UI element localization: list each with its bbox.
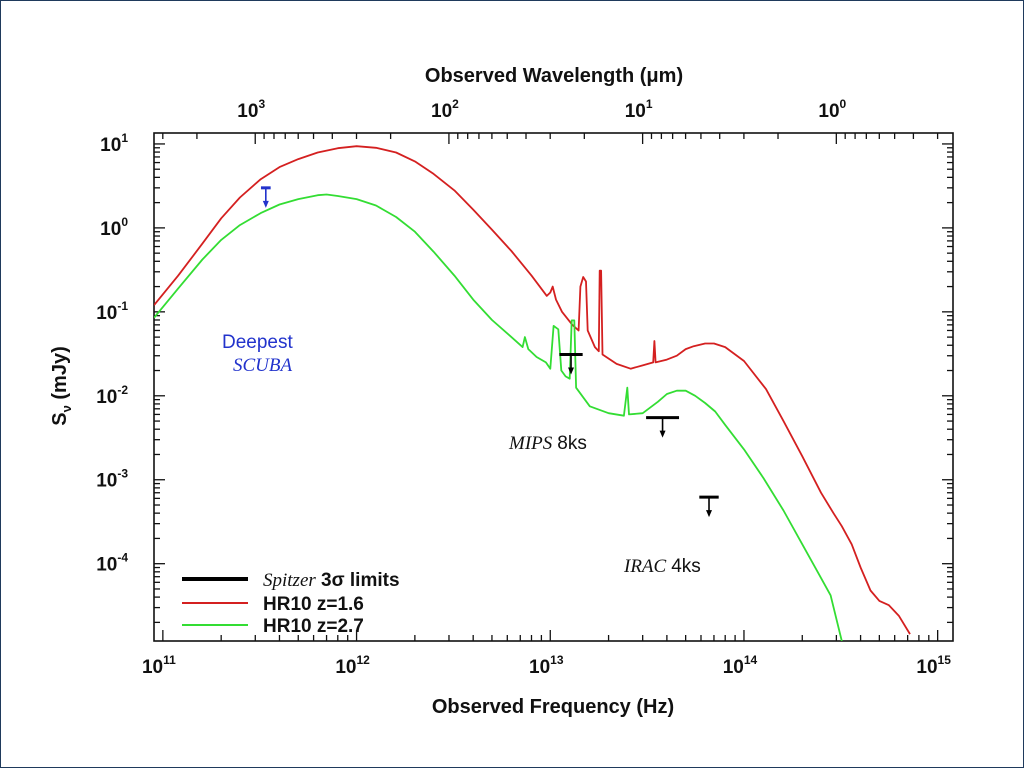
x-axis-title: Observed Frequency (Hz) (432, 696, 674, 718)
y-tick-label: 10-1 (96, 299, 128, 324)
legend-label-limits-italic: Spitzer (263, 570, 316, 591)
upper-limits-layer (260, 186, 719, 518)
y-tick-label-exp: 0 (121, 215, 128, 229)
x-tick-label: 1015 (916, 653, 951, 678)
x-top-tick-label-exp: 2 (452, 97, 459, 111)
y-tick-label-exp: -1 (117, 299, 128, 313)
x-tick-label-exp: 12 (356, 653, 370, 667)
annotation-mips-name: MIPS (508, 433, 553, 454)
series-layer (154, 145, 911, 641)
x-top-tick-label: 101 (625, 97, 653, 122)
y-axis-title-rest: (mJy) (49, 346, 71, 405)
x-tick-label-base: 10 (916, 657, 937, 678)
down-arrow-icon (568, 367, 575, 375)
series-line-hr10-z1-6 (154, 145, 911, 635)
legend: Spitzer 3σ limits HR10 z=1.6 HR10 z=2.7 (182, 570, 400, 637)
x-top-tick-label: 103 (237, 97, 265, 122)
y-tick-label-exp: -2 (117, 383, 128, 397)
x-tick-label-base: 10 (335, 657, 356, 678)
y-axis-title-base: S (49, 412, 71, 425)
upper-limit-marker (260, 186, 271, 208)
upper-limit-marker (699, 495, 719, 518)
x-tick-label-base: 10 (723, 657, 744, 678)
down-arrow-icon (262, 200, 269, 208)
y-axis-title-sub: ν (59, 405, 74, 412)
upper-limit-marker (646, 416, 680, 438)
legend-label-limits-rest: 3σ limits (316, 570, 400, 591)
y-tick-label: 10-2 (96, 383, 128, 408)
x-top-tick-label-base: 10 (818, 101, 839, 122)
y-tick-label-base: 10 (100, 135, 121, 156)
tick-marks (154, 133, 953, 641)
y-tick-label-exp: -3 (117, 467, 128, 481)
plot-area (153, 132, 954, 642)
x-tick-label-exp: 15 (938, 653, 952, 667)
down-arrow-icon (659, 430, 666, 438)
x-tick-label-exp: 14 (744, 653, 758, 667)
x-top-tick-label-base: 10 (431, 101, 452, 122)
x-tick-label: 1013 (529, 653, 564, 678)
x-tick-label-exp: 11 (163, 653, 176, 667)
legend-label-z16: HR10 z=1.6 (263, 594, 364, 615)
annotation-mips-time: 8ks (557, 433, 587, 454)
annotation-deepest: Deepest (222, 332, 293, 353)
legend-label-z27: HR10 z=2.7 (263, 616, 364, 637)
y-tick-label-base: 10 (96, 471, 117, 492)
annotation-irac-time: 4ks (671, 556, 701, 577)
annotation-irac: IRAC 4ks (623, 556, 701, 577)
annotation-scuba: SCUBA (233, 355, 293, 376)
x-top-tick-label-exp: 3 (258, 97, 265, 111)
x-tick-label-base: 10 (529, 657, 550, 678)
annotation-irac-name: IRAC (623, 556, 667, 577)
x-top-tick-label: 100 (818, 97, 846, 122)
x-top-tick-label-exp: 1 (646, 97, 653, 111)
x-top-tick-label-base: 10 (625, 101, 646, 122)
y-tick-label-exp: 1 (121, 131, 128, 145)
down-arrow-icon (706, 510, 713, 518)
y-tick-label: 100 (100, 215, 128, 240)
y-tick-label: 10-4 (96, 551, 128, 576)
y-tick-label: 101 (100, 131, 128, 156)
legend-label-limits: Spitzer 3σ limits (263, 570, 400, 591)
x-tick-label: 1011 (142, 653, 176, 678)
x-top-tick-label-exp: 0 (840, 97, 847, 111)
y-tick-label-base: 10 (96, 387, 117, 408)
series-line-hr10-z2-7 (154, 193, 843, 641)
x-tick-label-base: 10 (142, 657, 163, 678)
x-tick-label-exp: 13 (550, 653, 564, 667)
annotation-mips: MIPS 8ks (508, 433, 587, 454)
y-tick-label: 10-3 (96, 467, 128, 492)
y-axis-title: Sν (mJy) (49, 346, 74, 425)
y-tick-label-base: 10 (96, 303, 117, 324)
x-top-tick-label: 102 (431, 97, 459, 122)
upper-limit-marker (559, 353, 583, 375)
x-axis-top-title: Observed Wavelength (μm) (425, 65, 683, 87)
x-top-tick-label-base: 10 (237, 101, 258, 122)
y-tick-label-base: 10 (100, 219, 121, 240)
y-tick-label-exp: -4 (117, 551, 128, 565)
x-tick-label: 1012 (335, 653, 370, 678)
x-tick-label: 1014 (723, 653, 758, 678)
y-tick-label-base: 10 (96, 555, 117, 576)
